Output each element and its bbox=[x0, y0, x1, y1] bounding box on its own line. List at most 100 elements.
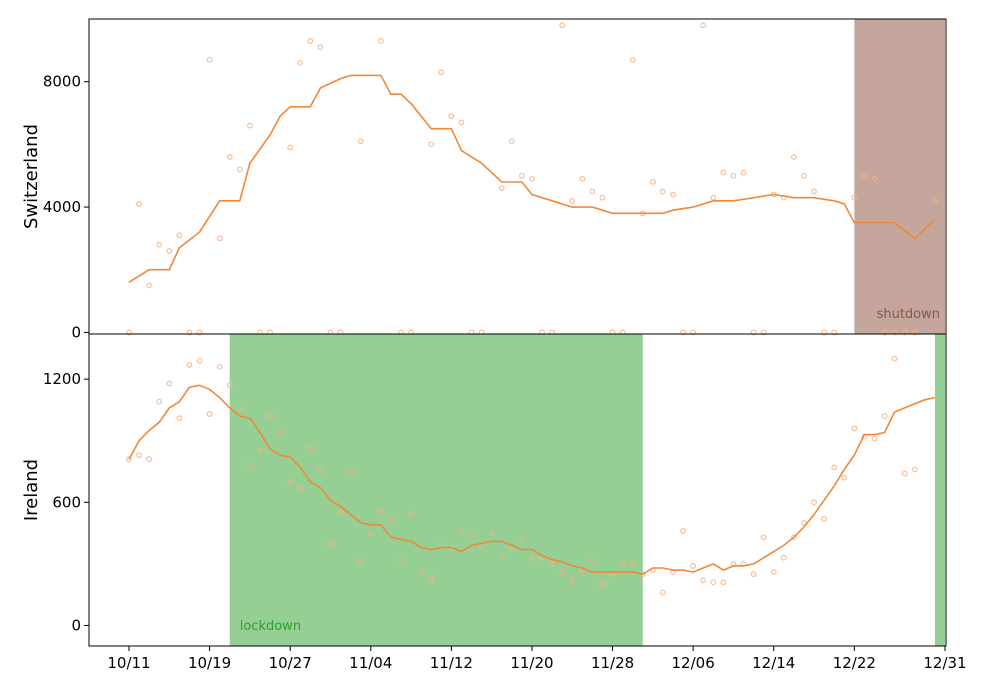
y-tick-label: 0 bbox=[71, 616, 81, 634]
shutdown-region bbox=[854, 19, 945, 334]
daily-point bbox=[307, 38, 314, 44]
daily-point bbox=[589, 556, 596, 563]
daily-point bbox=[851, 194, 858, 201]
daily-point bbox=[398, 556, 404, 563]
daily-point bbox=[196, 329, 203, 336]
daily-point bbox=[690, 329, 697, 336]
daily-point bbox=[186, 361, 193, 368]
daily-point bbox=[307, 446, 314, 452]
daily-point bbox=[257, 448, 263, 454]
daily-point bbox=[670, 191, 676, 198]
daily-point bbox=[549, 560, 556, 567]
y-axis-label: Switzerland bbox=[21, 124, 42, 229]
daily-point bbox=[770, 569, 777, 576]
daily-point bbox=[428, 575, 435, 582]
daily-point bbox=[388, 517, 394, 524]
daily-point bbox=[518, 536, 525, 543]
lockdown-label: lockdown bbox=[240, 619, 301, 634]
daily-point bbox=[629, 56, 636, 63]
daily-point bbox=[740, 169, 747, 176]
daily-point bbox=[166, 380, 173, 387]
y-axis-label: Ireland bbox=[21, 459, 42, 521]
daily-point bbox=[881, 329, 888, 336]
daily-point bbox=[246, 122, 253, 129]
daily-point bbox=[418, 569, 425, 576]
daily-point bbox=[851, 425, 858, 432]
daily-point bbox=[236, 407, 243, 413]
daily-point bbox=[206, 56, 213, 63]
daily-point bbox=[660, 188, 666, 195]
daily-point bbox=[246, 462, 253, 469]
daily-point bbox=[458, 119, 465, 126]
daily-point bbox=[146, 282, 153, 289]
daily-point bbox=[801, 172, 807, 179]
daily-point bbox=[277, 429, 284, 436]
daily-point bbox=[891, 329, 898, 336]
daily-point bbox=[156, 241, 163, 248]
daily-point bbox=[267, 413, 273, 420]
daily-point bbox=[146, 456, 153, 463]
y-tick-label: 1200 bbox=[43, 370, 81, 388]
daily-point bbox=[126, 456, 132, 463]
daily-point bbox=[559, 569, 566, 576]
daily-point bbox=[216, 235, 223, 242]
daily-point bbox=[690, 563, 697, 569]
daily-point bbox=[347, 468, 354, 475]
daily-point bbox=[518, 172, 525, 179]
daily-point bbox=[337, 509, 344, 516]
daily-point bbox=[317, 466, 324, 473]
daily-point bbox=[458, 528, 465, 534]
daily-point bbox=[760, 329, 767, 336]
daily-point bbox=[911, 466, 918, 473]
daily-point bbox=[790, 534, 797, 541]
x-tick-label: 11/12 bbox=[430, 654, 473, 672]
band-region-2 bbox=[934, 334, 945, 646]
daily-point bbox=[760, 534, 767, 541]
daily-point bbox=[821, 515, 828, 522]
daily-point bbox=[710, 579, 717, 586]
daily-point bbox=[750, 329, 757, 336]
switzerland-panel: 0 4000 8000 Switzerland shutdown bbox=[21, 18, 947, 341]
daily-point bbox=[196, 357, 203, 364]
daily-point bbox=[629, 560, 636, 567]
daily-point bbox=[216, 363, 223, 370]
x-tick-label: 12/06 bbox=[672, 654, 715, 672]
daily-point bbox=[720, 169, 727, 176]
daily-point bbox=[367, 530, 374, 537]
daily-point bbox=[811, 188, 817, 195]
daily-point bbox=[166, 248, 173, 254]
daily-point bbox=[680, 329, 686, 336]
daily-point bbox=[176, 232, 183, 239]
daily-point bbox=[236, 166, 243, 173]
daily-point bbox=[186, 329, 193, 336]
daily-point bbox=[297, 485, 304, 491]
daily-point bbox=[448, 113, 455, 120]
x-tick-label: 10/27 bbox=[269, 654, 312, 672]
daily-point bbox=[377, 507, 384, 514]
daily-point bbox=[780, 554, 787, 561]
daily-point bbox=[811, 499, 817, 506]
ireland-panel: 0 600 1200 Ireland lockdown bbox=[21, 333, 947, 647]
daily-point bbox=[569, 577, 576, 584]
daily-point bbox=[136, 452, 142, 459]
lockdown-region bbox=[229, 334, 643, 646]
daily-point bbox=[831, 464, 838, 471]
daily-point bbox=[287, 144, 294, 151]
daily-point bbox=[841, 474, 848, 481]
daily-point bbox=[206, 411, 213, 417]
daily-point bbox=[408, 511, 414, 518]
x-tick-label: 11/04 bbox=[349, 654, 392, 672]
daily-point bbox=[569, 197, 576, 204]
daily-point bbox=[559, 22, 566, 29]
x-tick-label: 11/28 bbox=[591, 654, 634, 672]
axes-frame bbox=[88, 333, 947, 647]
y-tick-label: 8000 bbox=[43, 73, 81, 91]
daily-point bbox=[599, 581, 606, 588]
daily-point bbox=[498, 185, 505, 192]
daily-point bbox=[790, 154, 797, 160]
daily-point bbox=[801, 519, 807, 526]
daily-point bbox=[871, 435, 878, 442]
daily-point bbox=[700, 22, 707, 29]
x-tick-label: 10/19 bbox=[188, 654, 231, 672]
